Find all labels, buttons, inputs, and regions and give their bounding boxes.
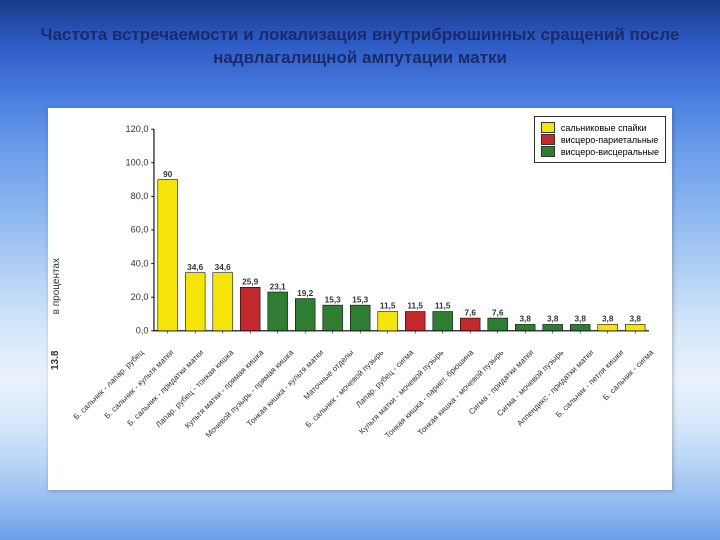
svg-text:7,6: 7,6 bbox=[492, 308, 504, 317]
chart-container: в процентах 13.8 сальниковые спайки висц… bbox=[48, 108, 672, 490]
svg-text:7,6: 7,6 bbox=[464, 308, 476, 317]
side-code: 13.8 bbox=[50, 351, 61, 370]
svg-text:90: 90 bbox=[163, 170, 173, 179]
svg-text:34,6: 34,6 bbox=[215, 263, 231, 272]
svg-text:60,0: 60,0 bbox=[131, 225, 149, 235]
svg-text:100,0: 100,0 bbox=[126, 158, 149, 168]
svg-text:15,3: 15,3 bbox=[325, 295, 341, 304]
svg-text:3,8: 3,8 bbox=[547, 315, 559, 324]
svg-text:3,8: 3,8 bbox=[629, 315, 641, 324]
slide: Частота встречаемости и локализация внут… bbox=[0, 0, 720, 540]
svg-text:80,0: 80,0 bbox=[131, 191, 149, 201]
svg-text:20,0: 20,0 bbox=[131, 292, 149, 302]
svg-text:3,8: 3,8 bbox=[574, 315, 586, 324]
svg-text:11,5: 11,5 bbox=[380, 302, 396, 311]
svg-text:40,0: 40,0 bbox=[131, 258, 149, 268]
svg-text:120,0: 120,0 bbox=[126, 124, 149, 134]
svg-text:3,8: 3,8 bbox=[602, 315, 614, 324]
y-axis-label: в процентах bbox=[51, 258, 65, 314]
svg-text:11,5: 11,5 bbox=[407, 302, 423, 311]
x-axis-labels: Б. сальник - лапар. рубецБ. сальник - ку… bbox=[120, 346, 660, 486]
bar-chart: 0,0 20,0 40,0 60,0 80,0 100,0 120,0 90 34,6 34,6 2… bbox=[120, 120, 660, 340]
svg-text:3,8: 3,8 bbox=[519, 315, 531, 324]
svg-text:19,2: 19,2 bbox=[297, 289, 313, 298]
svg-text:15,3: 15,3 bbox=[352, 295, 368, 304]
slide-title: Частота встречаемости и локализация внут… bbox=[40, 24, 680, 70]
svg-text:25,9: 25,9 bbox=[242, 278, 258, 287]
svg-text:0,0: 0,0 bbox=[136, 326, 149, 336]
svg-text:23,1: 23,1 bbox=[270, 282, 286, 291]
svg-text:11,5: 11,5 bbox=[435, 302, 451, 311]
svg-text:34,6: 34,6 bbox=[187, 263, 203, 272]
